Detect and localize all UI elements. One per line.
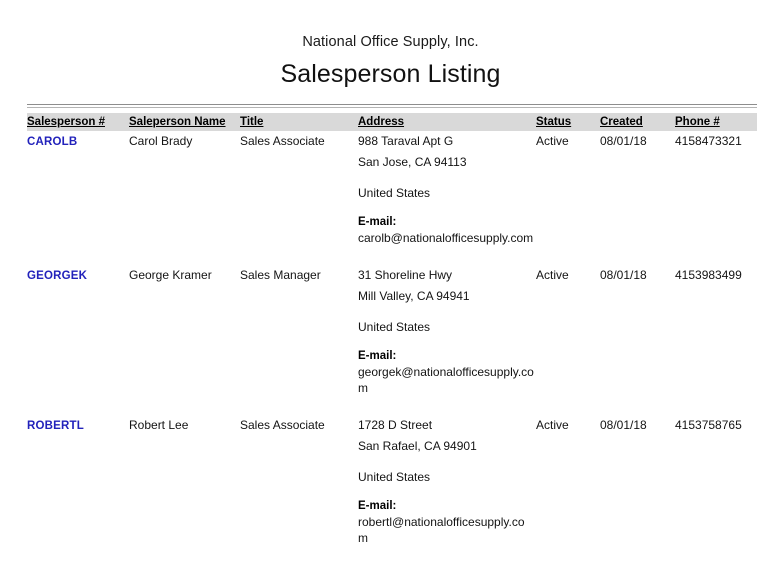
email-label: E-mail: — [358, 216, 397, 228]
status-badge: Active — [536, 268, 569, 282]
created-date: 08/01/18 — [600, 418, 647, 432]
email-spacer — [358, 488, 536, 498]
cell-status: Active — [536, 415, 600, 565]
table-body: CAROLB Carol Brady Sales Associate 988 T… — [27, 131, 757, 565]
email-label: E-mail: — [358, 500, 397, 512]
column-header-label: Title — [240, 116, 264, 128]
address-line-2: Mill Valley, CA 94941 — [358, 289, 470, 303]
email-value[interactable]: georgek@nationalofficesupply.com — [358, 365, 534, 395]
address-country: United States — [358, 470, 431, 484]
column-header-label: Created — [600, 116, 643, 128]
salesperson-id-link[interactable]: GEORGEK — [27, 270, 88, 282]
email-spacer — [358, 204, 536, 214]
column-header-label: Address — [358, 116, 405, 128]
created-date: 08/01/18 — [600, 134, 647, 148]
cell-phone: 4158473321 — [675, 131, 757, 265]
address-line-2: San Rafael, CA 94901 — [358, 439, 477, 453]
email-label: E-mail: — [358, 350, 397, 362]
cell-created: 08/01/18 — [600, 265, 675, 415]
address-country: United States — [358, 186, 431, 200]
listing-table-wrapper: Salesperson # Saleperson Name Title Addr… — [27, 113, 757, 565]
column-header-label: Saleperson Name — [129, 116, 226, 128]
salesperson-name-text: George Kramer — [129, 268, 212, 282]
table-header-row: Salesperson # Saleperson Name Title Addr… — [27, 113, 757, 131]
address-spacer — [358, 307, 536, 317]
address-line-2: San Jose, CA 94113 — [358, 155, 467, 169]
title-text: Sales Associate — [240, 418, 325, 432]
cell-title: Sales Manager — [240, 265, 358, 415]
column-header-address[interactable]: Address — [358, 113, 536, 131]
cell-address: 31 Shoreline Hwy Mill Valley, CA 94941 U… — [358, 265, 536, 415]
cell-phone: 4153758765 — [675, 415, 757, 565]
address-line-1: 31 Shoreline Hwy — [358, 268, 453, 282]
phone-number: 4153758765 — [675, 418, 742, 432]
column-header-phone[interactable]: Phone # — [675, 113, 757, 131]
email-value[interactable]: carolb@nationalofficesupply.com — [358, 231, 534, 245]
rule-top — [27, 104, 757, 105]
header-rules — [27, 104, 757, 108]
email-spacer — [358, 338, 536, 348]
table-row: GEORGEK George Kramer Sales Manager 31 S… — [27, 265, 757, 415]
address-line-1: 1728 D Street — [358, 418, 433, 432]
salesperson-listing-table: Salesperson # Saleperson Name Title Addr… — [27, 113, 757, 565]
address-spacer — [358, 457, 536, 467]
salesperson-name-text: Robert Lee — [129, 418, 189, 432]
table-row: ROBERTL Robert Lee Sales Associate 1728 … — [27, 415, 757, 565]
page-title: Salesperson Listing — [280, 60, 501, 88]
column-header-title[interactable]: Title — [240, 113, 358, 131]
status-badge: Active — [536, 134, 569, 148]
cell-title: Sales Associate — [240, 415, 358, 565]
title-text: Sales Associate — [240, 134, 325, 148]
column-header-salesperson-id[interactable]: Salesperson # — [27, 113, 129, 131]
table-header: Salesperson # Saleperson Name Title Addr… — [27, 113, 757, 131]
cell-address: 988 Taraval Apt G San Jose, CA 94113 Uni… — [358, 131, 536, 265]
rule-bottom — [27, 107, 757, 108]
cell-title: Sales Associate — [240, 131, 358, 265]
cell-created: 08/01/18 — [600, 415, 675, 565]
address-spacer — [358, 173, 536, 183]
salesperson-id-link[interactable]: CAROLB — [27, 136, 78, 148]
column-header-status[interactable]: Status — [536, 113, 600, 131]
report-header: National Office Supply, Inc. Salesperson… — [0, 0, 781, 90]
address-line-1: 988 Taraval Apt G — [358, 134, 454, 148]
report-page: National Office Supply, Inc. Salesperson… — [0, 0, 781, 545]
cell-salesperson-name: George Kramer — [129, 265, 240, 415]
cell-phone: 4153983499 — [675, 265, 757, 415]
salesperson-id-link[interactable]: ROBERTL — [27, 420, 84, 432]
table-row: CAROLB Carol Brady Sales Associate 988 T… — [27, 131, 757, 265]
title-text: Sales Manager — [240, 268, 321, 282]
email-value[interactable]: robertl@nationalofficesupply.com — [358, 515, 525, 545]
column-header-label: Status — [536, 116, 572, 128]
created-date: 08/01/18 — [600, 268, 647, 282]
cell-created: 08/01/18 — [600, 131, 675, 265]
cell-salesperson-name: Robert Lee — [129, 415, 240, 565]
salesperson-name-text: Carol Brady — [129, 134, 193, 148]
cell-status: Active — [536, 131, 600, 265]
column-header-label: Salesperson # — [27, 116, 105, 128]
cell-address: 1728 D Street San Rafael, CA 94901 Unite… — [358, 415, 536, 565]
cell-salesperson-id[interactable]: CAROLB — [27, 131, 129, 265]
column-header-created[interactable]: Created — [600, 113, 675, 131]
column-header-salesperson-name[interactable]: Saleperson Name — [129, 113, 240, 131]
address-country: United States — [358, 320, 431, 334]
status-badge: Active — [536, 418, 569, 432]
cell-salesperson-id[interactable]: ROBERTL — [27, 415, 129, 565]
company-name: National Office Supply, Inc. — [302, 34, 479, 50]
cell-salesperson-id[interactable]: GEORGEK — [27, 265, 129, 415]
cell-status: Active — [536, 265, 600, 415]
column-header-label: Phone # — [675, 116, 720, 128]
phone-number: 4158473321 — [675, 134, 742, 148]
cell-salesperson-name: Carol Brady — [129, 131, 240, 265]
phone-number: 4153983499 — [675, 268, 742, 282]
